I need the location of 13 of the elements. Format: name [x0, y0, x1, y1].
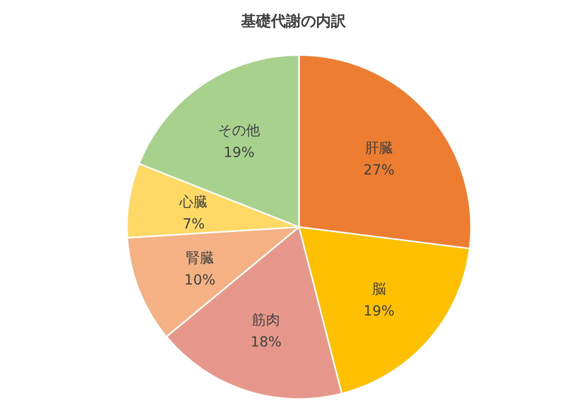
slice-label: 肝臓 — [364, 140, 393, 156]
data-label: 19% — [363, 304, 395, 320]
data-label: 27% — [363, 162, 395, 178]
slice-label: その他 — [218, 122, 260, 139]
slice-label: 脳 — [372, 282, 386, 298]
chart-title: 基礎代謝の内訳 — [240, 12, 347, 31]
data-label: 7% — [182, 216, 205, 232]
data-label: 19% — [223, 144, 255, 161]
data-label: 10% — [184, 272, 216, 288]
slice-label: 腎臓 — [186, 250, 214, 266]
slice-label: 心臓 — [178, 194, 208, 210]
data-label: 18% — [250, 334, 282, 350]
slice-label: 筋肉 — [252, 312, 280, 328]
